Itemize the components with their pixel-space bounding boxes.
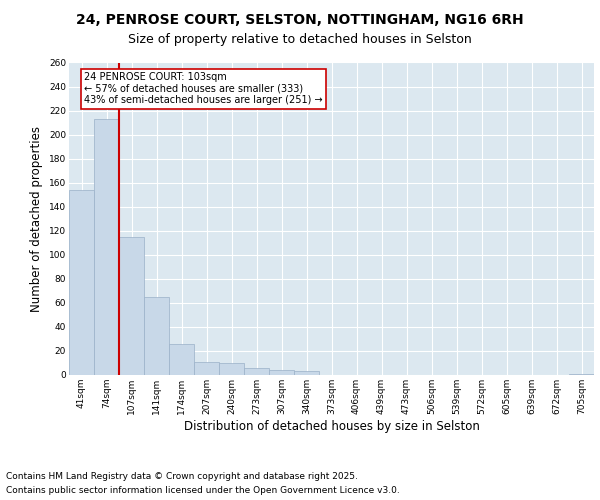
Text: Size of property relative to detached houses in Selston: Size of property relative to detached ho… (128, 32, 472, 46)
Y-axis label: Number of detached properties: Number of detached properties (31, 126, 43, 312)
Text: 24 PENROSE COURT: 103sqm
← 57% of detached houses are smaller (333)
43% of semi-: 24 PENROSE COURT: 103sqm ← 57% of detach… (84, 72, 323, 106)
Text: Contains HM Land Registry data © Crown copyright and database right 2025.: Contains HM Land Registry data © Crown c… (6, 472, 358, 481)
Bar (119, 237, 144, 375)
Text: 24, PENROSE COURT, SELSTON, NOTTINGHAM, NG16 6RH: 24, PENROSE COURT, SELSTON, NOTTINGHAM, … (76, 12, 524, 26)
Bar (294, 372, 319, 375)
Bar (269, 370, 294, 375)
Bar (219, 363, 244, 375)
Text: Contains public sector information licensed under the Open Government Licence v3: Contains public sector information licen… (6, 486, 400, 495)
Bar (69, 190, 94, 375)
X-axis label: Distribution of detached houses by size in Selston: Distribution of detached houses by size … (184, 420, 479, 432)
Bar (94, 119, 119, 375)
Bar (169, 344, 194, 375)
Bar (144, 297, 169, 375)
Bar (194, 362, 219, 375)
Bar (244, 368, 269, 375)
Bar (569, 374, 594, 375)
